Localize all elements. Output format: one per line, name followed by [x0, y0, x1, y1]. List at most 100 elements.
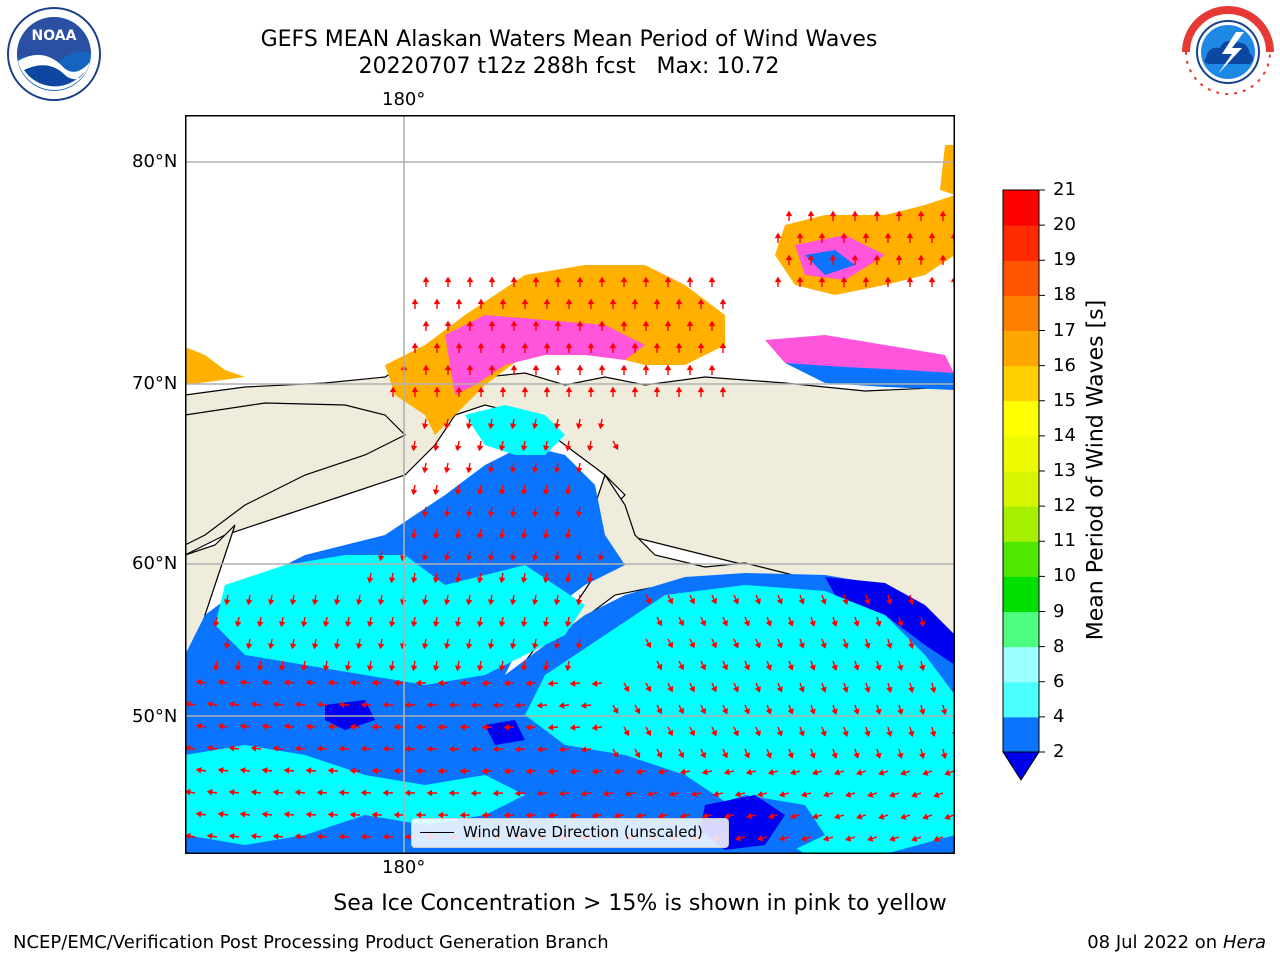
vector-arrow-head [831, 664, 838, 671]
ocean-low-gulf [825, 577, 954, 665]
vector-arrow-head [845, 835, 852, 842]
vector-arrow-head [565, 298, 573, 305]
vector-arrow-head [547, 812, 554, 819]
vector-arrow-head [443, 599, 451, 606]
footer-machine: Hera [1222, 932, 1266, 953]
vector-arrow-head [498, 533, 506, 540]
sea-ice-field [185, 145, 954, 435]
legend-line-swatch [420, 832, 454, 833]
vector-arrow-head [897, 664, 904, 671]
vector-arrow-head [785, 210, 793, 217]
vector-arrow-head [543, 342, 551, 349]
vector-arrow-head [664, 276, 672, 283]
vector-arrow-head [918, 664, 926, 672]
vector-arrow-head [645, 597, 652, 605]
vector-arrow-head [466, 276, 474, 283]
vector-arrow-head [565, 342, 573, 349]
vector-arrow-head [642, 276, 650, 283]
vector-arrow-head [520, 445, 528, 452]
vector-arrow-head [575, 423, 583, 430]
vector-arrow-head [586, 577, 594, 584]
vector-arrow-head [678, 619, 685, 627]
vector-arrow-head [634, 707, 641, 715]
vector-arrow-head [217, 679, 224, 686]
vector-arrow-head [700, 708, 707, 715]
noaa-logo-text: NOAA [32, 28, 77, 44]
vector-arrow-head [411, 342, 419, 349]
vector-arrow-head [338, 789, 345, 797]
vector-arrow-head [940, 752, 948, 760]
vector-arrow-head [355, 599, 363, 606]
vector-arrow-head [823, 791, 830, 798]
vector-arrow-head [721, 664, 729, 671]
vector-arrow-head [393, 767, 400, 775]
vector-arrow-head [371, 679, 378, 687]
vector-arrow-head [732, 730, 739, 737]
land-chukotka [185, 402, 407, 546]
vector-arrow-head [349, 679, 356, 687]
vector-arrow-head [564, 577, 572, 584]
vector-arrow-head [754, 598, 761, 605]
vector-arrow-head [371, 811, 378, 819]
vector-arrow-head [575, 511, 583, 518]
vector-arrow-head [206, 788, 213, 796]
vector-arrow-head [944, 813, 951, 820]
vector-arrow-head [503, 679, 510, 687]
vector-arrow-head [840, 232, 848, 239]
vector-arrow-head [774, 276, 782, 283]
vector-arrow-head [239, 679, 246, 686]
vector-arrow-head [809, 708, 816, 715]
vector-arrow-head [476, 533, 484, 540]
vector-arrow-head [466, 320, 474, 327]
colorbar-segment [1003, 611, 1039, 648]
vector-arrow-head [488, 320, 496, 327]
vector-arrow-head [635, 768, 642, 775]
vector-arrow-head [591, 680, 598, 687]
vector-arrow-head [886, 730, 893, 737]
colorbar-tick-label: 12 [1053, 495, 1076, 517]
vector-arrow-head [410, 489, 418, 496]
vector-arrow-head [514, 790, 521, 797]
vector-arrow-head [261, 679, 268, 686]
vector-arrow-head [509, 467, 517, 474]
vector-arrow-head [185, 832, 191, 840]
vector-arrow-head [185, 700, 191, 708]
vector-arrow-head [465, 423, 473, 430]
vector-arrow-head [481, 767, 488, 775]
vector-arrow-head [796, 276, 804, 283]
colorbar-segment [1003, 541, 1039, 577]
map-frame [185, 115, 955, 854]
vector-arrow-head [612, 707, 619, 715]
vector-arrow-head [862, 232, 870, 239]
vector-arrow-head [444, 276, 452, 283]
lon-label-bottom: 180° [382, 857, 426, 878]
vector-arrow-head [642, 364, 650, 371]
vector-arrow-head [437, 767, 444, 775]
vector-arrow-head [338, 701, 345, 709]
colorbar-label: Mean Period of Wind Waves [s] [1083, 299, 1109, 641]
vector-arrow-head [234, 621, 242, 628]
vector-arrow-head [756, 834, 764, 842]
vector-arrow-head [278, 665, 286, 672]
vector-arrow-head [492, 789, 499, 797]
vector-arrow-head [377, 599, 385, 606]
vector-arrow-head [867, 835, 874, 842]
vector-arrow-head [520, 621, 528, 628]
vector-arrow-head [884, 276, 892, 283]
vector-arrow-head [476, 445, 484, 452]
vector-arrow-head [933, 835, 940, 842]
vector-arrow-head [776, 598, 783, 605]
vector-arrow-head [404, 789, 411, 797]
vector-arrow-head [789, 769, 797, 776]
vector-arrow-head [294, 701, 301, 708]
vector-arrow-head [743, 708, 750, 715]
vector-arrow-head [564, 665, 572, 672]
vector-arrow-head [415, 723, 422, 731]
vector-arrow-head [765, 664, 772, 671]
vector-arrow-head [261, 811, 268, 818]
sea-ice-fringe [940, 145, 954, 195]
vector-arrow-head [668, 790, 675, 798]
vector-arrow-head [889, 791, 896, 798]
vector-arrow-head [787, 664, 794, 671]
vector-arrow-head [300, 621, 308, 628]
